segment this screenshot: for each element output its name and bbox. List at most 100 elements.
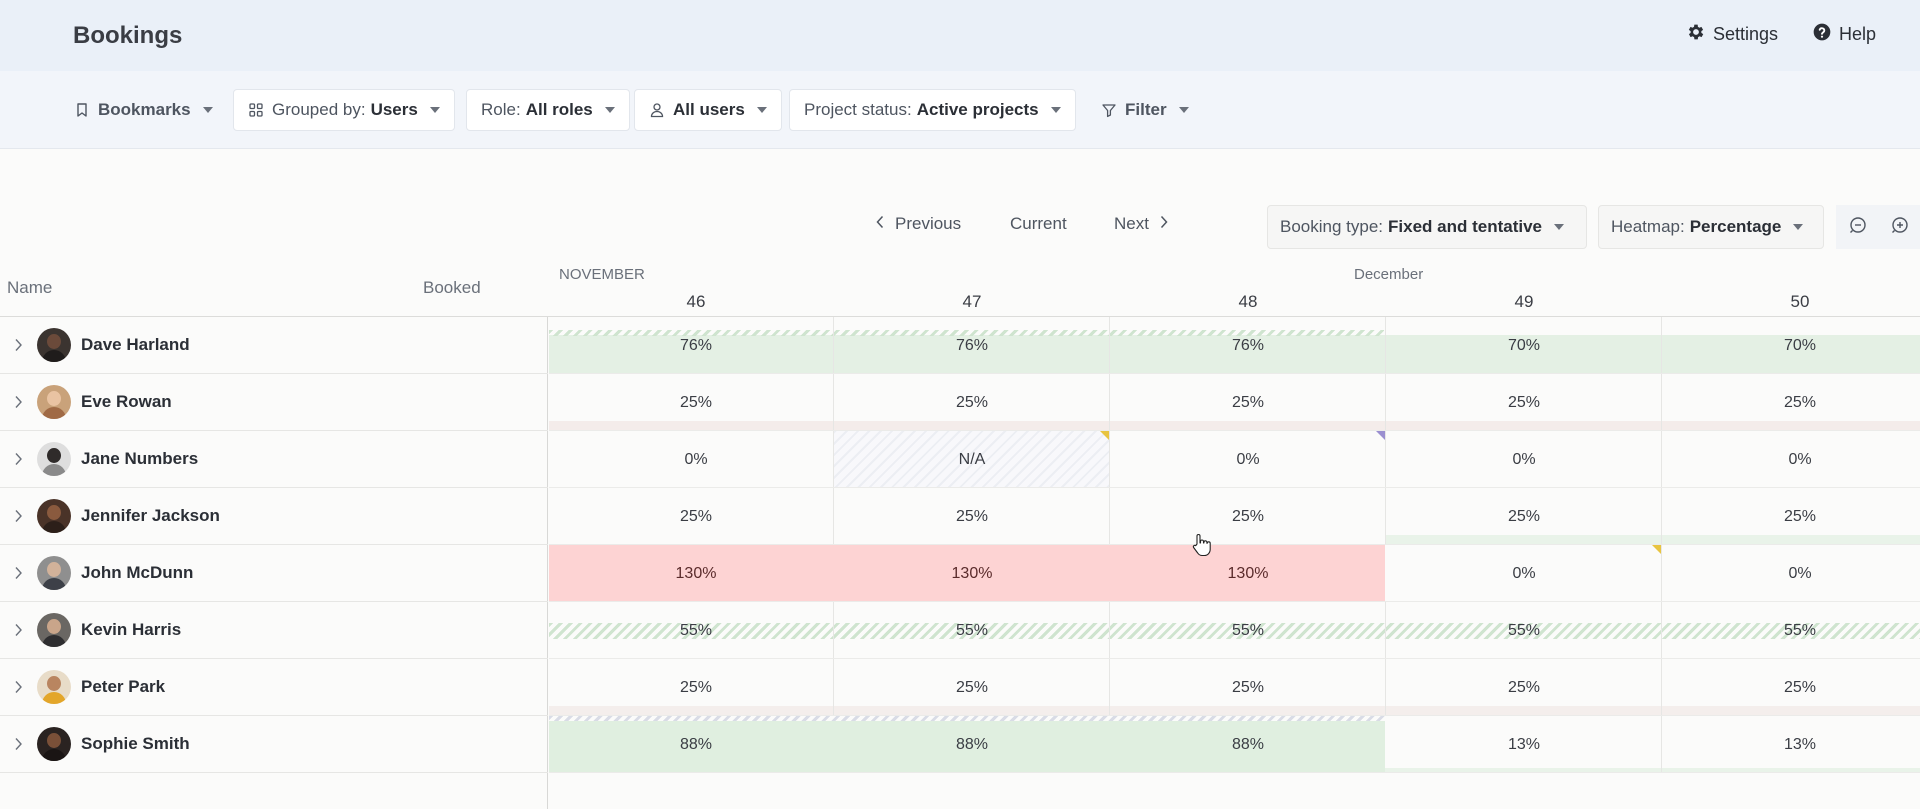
heatmap-cell[interactable]: 25% xyxy=(955,393,989,411)
grouped-by-value: Users xyxy=(370,100,418,119)
chevron-right-icon[interactable] xyxy=(0,338,36,352)
chevron-right-icon[interactable] xyxy=(0,680,36,694)
chevron-right-icon[interactable] xyxy=(0,737,36,751)
person-name: Sophie Smith xyxy=(81,734,190,753)
heatmap-dropdown[interactable]: Heatmap: Percentage xyxy=(1598,205,1824,249)
heatmap-cell[interactable]: 25% xyxy=(1783,507,1817,525)
avatar xyxy=(37,727,71,761)
name-column-header[interactable]: Name xyxy=(7,278,53,297)
chevron-down-icon xyxy=(202,107,213,113)
booking-type-dropdown[interactable]: Booking type: Fixed and tentative xyxy=(1267,205,1587,249)
filter-dropdown[interactable]: Filter xyxy=(1086,89,1204,131)
heatmap-cell[interactable]: 25% xyxy=(1231,507,1265,525)
heatmap-cell[interactable]: 0% xyxy=(1512,564,1536,582)
heatmap-cell[interactable]: 25% xyxy=(1507,393,1541,411)
heatmap-cell[interactable]: 76% xyxy=(1231,336,1265,354)
chevron-down-icon xyxy=(1050,107,1061,113)
heatmap-cell[interactable]: 25% xyxy=(955,507,989,525)
role-value: All roles xyxy=(525,100,593,119)
month-label-november: NOVEMBER xyxy=(559,266,645,283)
heatmap-cell[interactable]: 25% xyxy=(1507,507,1541,525)
zoom-out-icon xyxy=(1848,215,1868,240)
heatmap-cell-unavailable[interactable]: N/A xyxy=(834,431,1110,488)
person-row[interactable]: John McDunn xyxy=(0,545,548,602)
chevron-right-icon[interactable] xyxy=(0,623,36,637)
header-divider xyxy=(0,316,1920,317)
person-name: Eve Rowan xyxy=(81,392,172,411)
users-dropdown[interactable]: All users xyxy=(634,89,782,131)
chevron-right-icon[interactable] xyxy=(0,509,36,523)
heatmap-cell[interactable]: 76% xyxy=(679,336,713,354)
heatmap-cell[interactable]: 70% xyxy=(1783,336,1817,354)
heatmap-cell[interactable]: 25% xyxy=(679,507,713,525)
person-row[interactable]: Peter Park xyxy=(0,659,548,716)
booking-type-value: Fixed and tentative xyxy=(1388,217,1542,236)
heatmap-cell[interactable]: 55% xyxy=(679,621,713,639)
heatmap-cell[interactable]: 25% xyxy=(1783,393,1817,411)
heatmap-cell[interactable]: 0% xyxy=(1512,450,1536,468)
person-name: Jane Numbers xyxy=(81,449,199,468)
person-row[interactable]: Kevin Harris xyxy=(0,602,548,659)
note-flag-icon[interactable] xyxy=(1652,545,1662,555)
heatmap-cell[interactable]: 25% xyxy=(1507,678,1541,696)
previous-label: Previous xyxy=(895,214,962,233)
heatmap-cell[interactable]: 25% xyxy=(1783,678,1817,696)
zoom-in-button[interactable] xyxy=(1880,205,1920,249)
heatmap-cell[interactable]: 70% xyxy=(1507,336,1541,354)
heatmap-cell[interactable]: 55% xyxy=(1783,621,1817,639)
heatmap-cell[interactable]: 88% xyxy=(1231,735,1265,753)
chevron-down-icon xyxy=(1793,224,1804,230)
project-status-label: Project status: xyxy=(804,100,912,119)
month-label-december: December xyxy=(1354,266,1424,283)
person-row[interactable]: Jane Numbers xyxy=(0,431,548,488)
page-title: Bookings xyxy=(73,22,183,49)
heatmap-cell[interactable]: 55% xyxy=(1507,621,1541,639)
booking-heatmap: 76% 76% 76% 70% 70% 25% 25% 25% 25% 25% … xyxy=(549,317,1920,809)
heatmap-cell[interactable]: 55% xyxy=(1231,621,1265,639)
heatmap-cell[interactable]: 88% xyxy=(679,735,713,753)
heatmap-row: 130% 130% 130% 0% 0% xyxy=(549,545,1920,602)
next-button[interactable]: Next xyxy=(1114,214,1169,234)
help-link[interactable]: Help xyxy=(1812,22,1876,47)
heatmap-cell[interactable]: 13% xyxy=(1783,735,1817,753)
heatmap-cell[interactable]: 0% xyxy=(1788,564,1812,582)
heatmap-cell[interactable]: 0% xyxy=(1236,450,1260,468)
chevron-down-icon xyxy=(604,107,615,113)
heatmap-cell[interactable]: 25% xyxy=(679,393,713,411)
heatmap-cell[interactable]: 25% xyxy=(1231,393,1265,411)
heatmap-cell[interactable]: 25% xyxy=(1231,678,1265,696)
heatmap-cell[interactable]: 13% xyxy=(1507,735,1541,753)
note-flag-icon[interactable] xyxy=(1100,431,1110,441)
bookmarks-label: Bookmarks xyxy=(98,100,191,119)
heatmap-cell[interactable]: 0% xyxy=(684,450,708,468)
grouped-by-dropdown[interactable]: Grouped by: Users xyxy=(233,89,455,131)
chevron-right-icon[interactable] xyxy=(0,395,36,409)
person-row[interactable]: Sophie Smith xyxy=(0,716,548,773)
heatmap-cell[interactable]: 25% xyxy=(955,678,989,696)
bookmarks-dropdown[interactable]: Bookmarks xyxy=(59,89,228,131)
role-dropdown[interactable]: Role: All roles xyxy=(466,89,630,131)
heatmap-row: 88% 88% 88% 13% 13% xyxy=(549,716,1920,773)
heatmap-cell[interactable]: 55% xyxy=(955,621,989,639)
chevron-right-icon[interactable] xyxy=(0,452,36,466)
person-row[interactable]: Eve Rowan xyxy=(0,374,548,431)
person-row[interactable]: Jennifer Jackson xyxy=(0,488,548,545)
heatmap-cell-overbooked[interactable]: 130% xyxy=(675,564,717,582)
heatmap-cell-overbooked[interactable]: 130% xyxy=(951,564,993,582)
heatmap-cell[interactable]: 0% xyxy=(1788,450,1812,468)
person-row[interactable]: Dave Harland xyxy=(0,317,548,374)
note-flag-icon[interactable] xyxy=(1376,431,1386,441)
project-status-dropdown[interactable]: Project status: Active projects xyxy=(789,89,1076,131)
booked-column-header[interactable]: Booked xyxy=(423,278,481,297)
zoom-out-button[interactable] xyxy=(1836,205,1880,249)
week-header: 47 xyxy=(962,292,982,311)
heatmap-cell[interactable]: 88% xyxy=(955,735,989,753)
settings-link[interactable]: Settings xyxy=(1686,22,1778,47)
previous-button[interactable]: Previous xyxy=(875,214,961,234)
current-button[interactable]: Current xyxy=(1010,214,1067,234)
heatmap-cell[interactable]: 25% xyxy=(679,678,713,696)
heatmap-cell-overbooked[interactable]: 130% xyxy=(1227,564,1269,582)
heatmap-cell[interactable]: 76% xyxy=(955,336,989,354)
next-label: Next xyxy=(1114,214,1149,233)
chevron-right-icon[interactable] xyxy=(0,566,36,580)
